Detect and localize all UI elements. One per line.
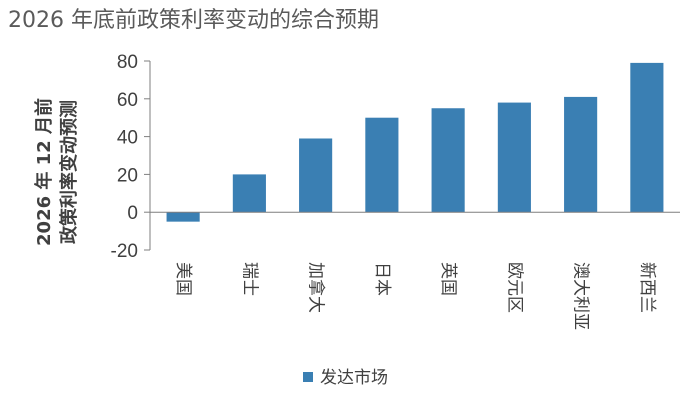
legend-swatch [303, 372, 313, 382]
axes [149, 61, 680, 250]
category-label: 美国 [173, 262, 193, 296]
category-label: 新西兰 [637, 262, 657, 313]
y-axis-ticks: -20 0 20 40 60 80 [111, 52, 150, 262]
bars [166, 62, 664, 222]
category-label: 加拿大 [306, 262, 327, 313]
bar [497, 102, 531, 213]
bar [431, 108, 465, 213]
category-label: 日本 [372, 262, 392, 296]
y-tick-label: 20 [117, 165, 138, 186]
bar [365, 117, 399, 213]
y-tick-label: 0 [127, 203, 138, 224]
y-axis-label: 2026 年 12 月前 政策利率变动预测 [33, 98, 80, 246]
category-label: 欧元区 [504, 262, 524, 313]
category-label: 英国 [438, 262, 458, 296]
chart-title: 2026 年底前政策利率变动的综合预期 [8, 8, 379, 33]
y-tick-label: -20 [111, 241, 138, 262]
category-labels: 美国 瑞士 加拿大 日本 英国 欧元区 澳大利亚 新西兰 [173, 262, 657, 330]
legend: 发达市场 [303, 368, 388, 388]
bar [564, 96, 598, 213]
y-axis-label-line: 2026 年 12 月前 [33, 98, 55, 246]
bar [166, 212, 200, 222]
bar [232, 174, 266, 213]
y-tick-label: 40 [117, 128, 138, 149]
y-axis-label-line: 政策利率变动预测 [58, 100, 80, 244]
y-tick-label: 60 [117, 90, 138, 111]
y-tick-label: 80 [117, 52, 138, 73]
category-label: 瑞士 [239, 262, 259, 296]
bar [299, 138, 333, 213]
category-label: 澳大利亚 [571, 262, 591, 330]
bar [630, 62, 664, 213]
legend-label: 发达市场 [320, 368, 388, 388]
